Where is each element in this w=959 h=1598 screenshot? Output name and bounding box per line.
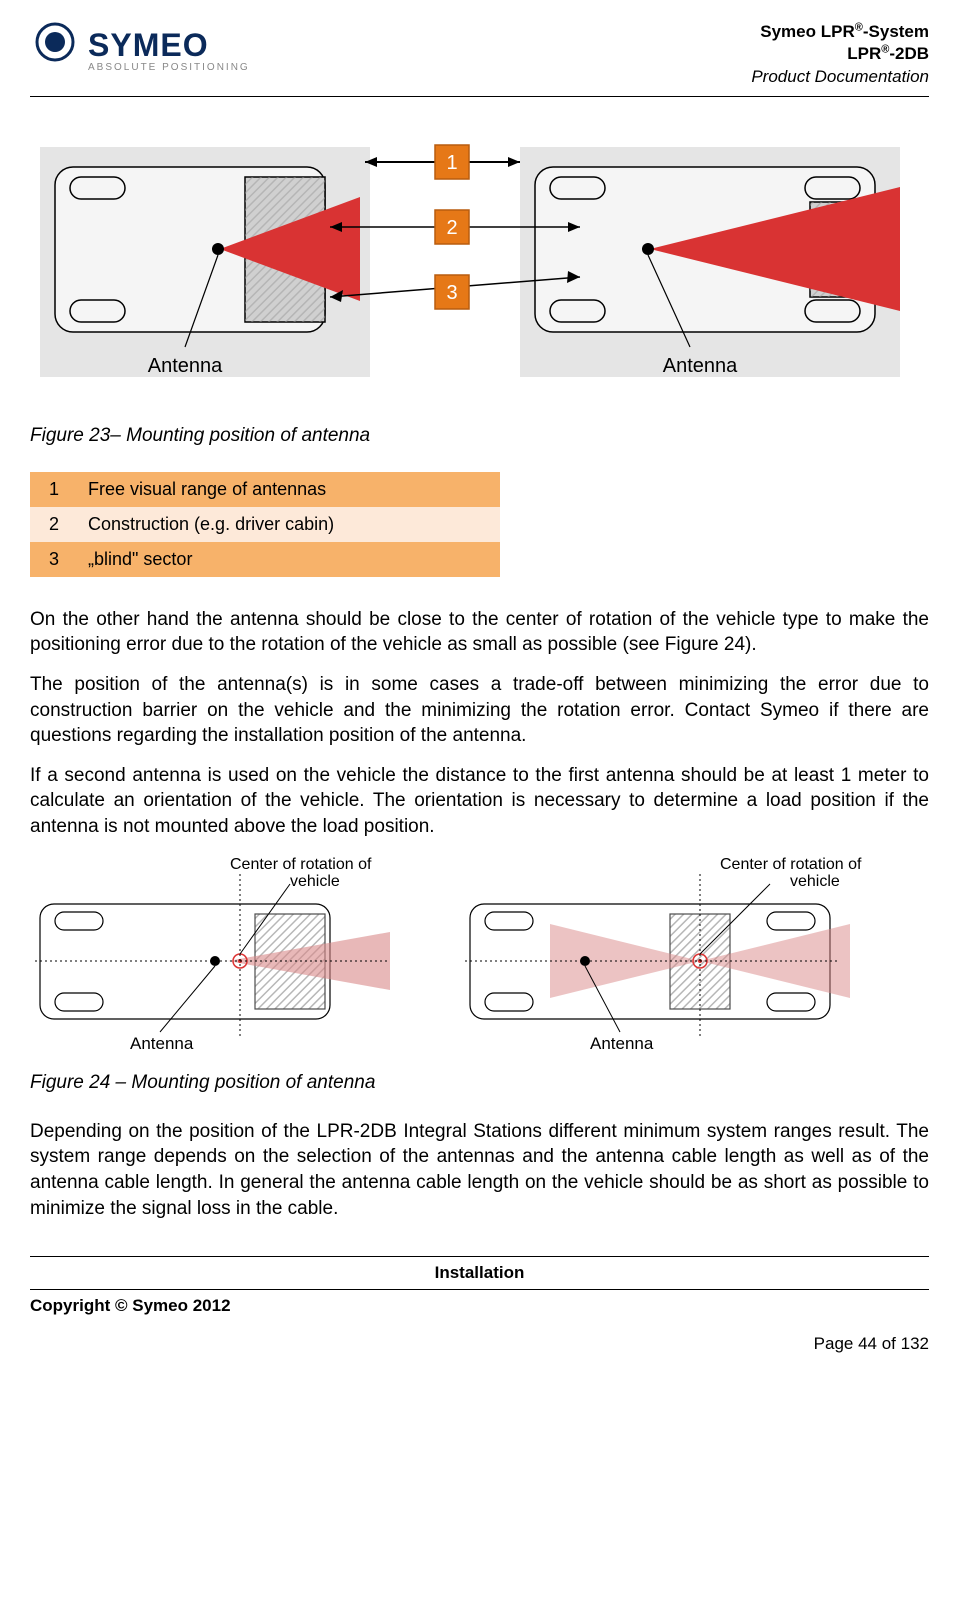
table-row: 2 Construction (e.g. driver cabin)	[30, 507, 500, 542]
svg-text:1: 1	[446, 152, 457, 174]
paragraph: On the other hand the antenna should be …	[30, 607, 929, 658]
figure-24-caption: Figure 24 – Mounting position of antenna	[30, 1072, 929, 1094]
logo-tagline: ABSOLUTE POSITIONING	[88, 62, 250, 73]
svg-text:Antenna: Antenna	[148, 355, 223, 377]
table-row: 3 „blind" sector	[30, 542, 500, 577]
header-doc-title: Symeo LPR®-System LPR®-2DB Product Docum…	[751, 20, 929, 88]
paragraph: If a second antenna is used on the vehic…	[30, 763, 929, 840]
page-header: SYMEO ABSOLUTE POSITIONING Symeo LPR®-Sy…	[30, 20, 929, 97]
legend-table: 1 Free visual range of antennas 2 Constr…	[30, 472, 500, 577]
svg-text:Center of rotation of: Center of rotation of	[720, 856, 862, 873]
footer-section: Installation	[30, 1259, 929, 1287]
svg-text:vehicle: vehicle	[790, 873, 840, 890]
svg-text:Antenna: Antenna	[130, 1034, 194, 1053]
svg-text:Antenna: Antenna	[663, 355, 738, 377]
figure-24-diagram: Center of rotation of vehicle Antenna Ce…	[30, 854, 910, 1054]
svg-text:Antenna: Antenna	[590, 1034, 654, 1053]
figure-23-caption: Figure 23– Mounting position of antenna	[30, 425, 929, 447]
table-row: 1 Free visual range of antennas	[30, 472, 500, 507]
page-footer: Installation Copyright © Symeo 2012 Page…	[30, 1256, 929, 1354]
paragraph: The position of the antenna(s) is in som…	[30, 672, 929, 749]
svg-text:vehicle: vehicle	[290, 873, 340, 890]
svg-text:2: 2	[446, 217, 457, 239]
copyright: Copyright © Symeo 2012	[30, 1296, 929, 1316]
logo-brand: SYMEO	[88, 27, 250, 64]
figure-23-diagram: Antenna Antenna 1 2 3	[30, 127, 910, 407]
svg-text:Center of rotation of: Center of rotation of	[230, 856, 372, 873]
svg-text:3: 3	[446, 282, 457, 304]
page-number: Page 44 of 132	[30, 1334, 929, 1354]
paragraph: Depending on the position of the LPR-2DB…	[30, 1119, 929, 1222]
logo: SYMEO ABSOLUTE POSITIONING	[30, 20, 250, 80]
